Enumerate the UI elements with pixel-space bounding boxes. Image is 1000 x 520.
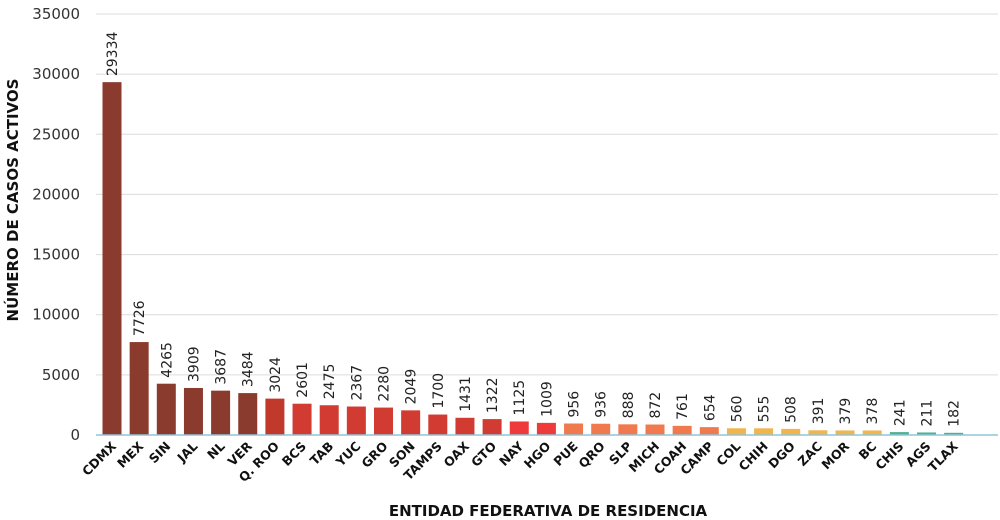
bar-nay xyxy=(509,421,529,435)
value-label: 555 xyxy=(757,396,773,423)
y-axis-ticks: 0 5000 10000 15000 20000 25000 30000 35000 xyxy=(32,5,80,444)
bar-camp xyxy=(699,427,719,435)
bar-q-roo xyxy=(265,398,285,435)
bar-hgo xyxy=(536,422,556,435)
value-label: 2367 xyxy=(349,365,365,401)
bar-chih xyxy=(754,428,774,435)
value-label: 7726 xyxy=(132,300,148,336)
bar-gro xyxy=(374,407,393,435)
value-label: 761 xyxy=(675,393,691,420)
x-tick-label: CHIH xyxy=(736,439,771,474)
value-label: 2049 xyxy=(404,369,420,405)
bar-gto xyxy=(482,419,502,435)
value-label: 3909 xyxy=(186,346,202,382)
x-tick-label: BCS xyxy=(279,439,309,469)
value-label: 3484 xyxy=(241,351,257,387)
bar-coah xyxy=(672,425,692,435)
bar-bcs xyxy=(292,403,312,435)
bar-dgo xyxy=(781,428,801,435)
value-label: 182 xyxy=(947,400,963,427)
x-tick-label: SIN xyxy=(146,439,174,467)
value-label: 1125 xyxy=(512,380,528,416)
x-tick-label: TLAX xyxy=(925,438,961,474)
value-label: 654 xyxy=(702,394,718,421)
bar-chis xyxy=(889,432,909,435)
bar-mich xyxy=(645,424,665,435)
bar-tlax xyxy=(944,432,964,435)
x-tick-label: GRO xyxy=(358,439,390,471)
x-tick-label: YUC xyxy=(332,439,363,470)
bar-ags xyxy=(917,432,936,435)
value-label: 391 xyxy=(811,398,827,425)
value-label: 508 xyxy=(784,396,800,423)
y-axis-title: NÚMERO DE CASOS ACTIVOS xyxy=(3,79,22,322)
bar-sin xyxy=(156,383,176,435)
bar-oax xyxy=(455,417,475,435)
bar-nl xyxy=(211,390,231,435)
y-tick-label: 35000 xyxy=(32,5,80,23)
x-tick-label: GTO xyxy=(468,439,499,470)
x-tick-label: CDMX xyxy=(79,438,119,478)
x-tick-label: MOR xyxy=(818,438,852,472)
value-label: 956 xyxy=(567,391,583,418)
bar-mor xyxy=(835,430,855,435)
y-tick-label: 5000 xyxy=(42,366,80,384)
value-label: 379 xyxy=(838,398,854,425)
x-tick-label: TAB xyxy=(307,439,337,469)
bar-yuc xyxy=(346,406,366,435)
value-label: 241 xyxy=(892,399,908,426)
bar-slp xyxy=(618,424,638,435)
bar-jal xyxy=(183,387,203,435)
bar-col xyxy=(726,428,746,435)
value-label: 211 xyxy=(920,400,936,427)
x-tick-label: DGO xyxy=(765,439,798,472)
value-label: 3024 xyxy=(268,357,284,393)
x-tick-label: HGO xyxy=(521,439,554,472)
value-label: 2601 xyxy=(295,362,311,398)
y-tick-label: 15000 xyxy=(32,246,80,264)
value-label: 872 xyxy=(648,392,664,419)
x-tick-label: PUE xyxy=(550,439,580,469)
bar-tab xyxy=(319,405,339,435)
x-tick-label: NAY xyxy=(496,438,527,469)
value-label: 29334 xyxy=(105,32,121,77)
bar-bc xyxy=(862,430,882,435)
bar-cdmx xyxy=(102,82,122,436)
bar-pue xyxy=(564,423,584,435)
value-label: 2280 xyxy=(377,366,393,402)
bar-zac xyxy=(808,430,828,435)
bar-qro xyxy=(591,423,611,435)
value-label: 4265 xyxy=(159,342,175,378)
bar-ver xyxy=(238,393,258,435)
y-tick-label: 20000 xyxy=(32,185,80,203)
y-tick-label: 30000 xyxy=(32,65,80,83)
x-tick-label: MEX xyxy=(114,438,147,471)
bar-mex xyxy=(129,342,149,435)
value-label: 378 xyxy=(865,398,881,425)
value-label: 560 xyxy=(729,396,745,423)
value-label: 1700 xyxy=(431,373,447,409)
y-tick-label: 25000 xyxy=(32,125,80,143)
x-tick-label: OAX xyxy=(441,438,473,470)
value-label: 1322 xyxy=(485,377,501,413)
bar-tamps xyxy=(428,414,448,435)
value-label: 936 xyxy=(594,391,610,418)
gridlines xyxy=(96,13,998,376)
x-tick-label: QRO xyxy=(575,439,607,471)
value-label: 3687 xyxy=(214,349,230,385)
value-label: 2475 xyxy=(322,364,338,400)
y-tick-label: 0 xyxy=(70,426,80,444)
value-label: 1009 xyxy=(539,381,555,417)
value-labels: 29334 7726 4265 3909 3687 3484 3024 2601 2475 236… xyxy=(105,32,963,427)
bar-son xyxy=(401,410,421,435)
x-tick-label: JAL xyxy=(173,438,200,465)
value-label: 888 xyxy=(621,392,637,419)
x-tick-label: CHIS xyxy=(872,439,906,473)
bars xyxy=(102,82,964,436)
y-tick-label: 10000 xyxy=(32,306,80,324)
x-axis-title: ENTIDAD FEDERATIVA DE RESIDENCIA xyxy=(389,502,708,520)
value-label: 1431 xyxy=(458,376,474,412)
